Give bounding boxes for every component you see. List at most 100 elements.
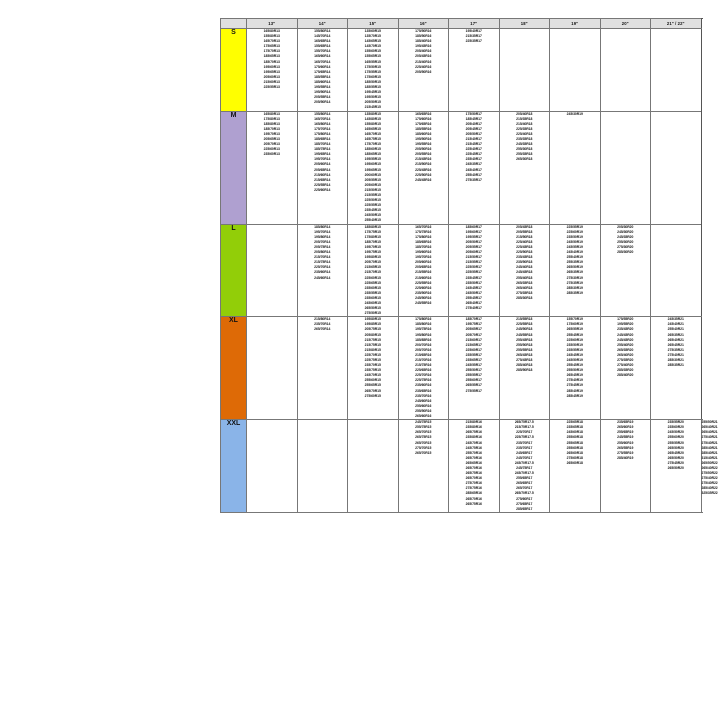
size-item: 215/55R15 xyxy=(364,193,381,197)
size-item: 205/70R14 xyxy=(314,239,331,244)
size-item: 235/65R19 xyxy=(617,420,634,425)
size-item: 245/40R21 xyxy=(667,322,684,327)
size-list: 215/80R14 235/70R14 265/70R14 xyxy=(298,317,348,332)
header-col-15: 15" xyxy=(347,18,399,29)
size-item: 175/50R17 xyxy=(465,111,482,116)
size-item: 145/80R15 xyxy=(364,116,381,121)
size-item: 205/65R16 xyxy=(415,265,432,270)
size-item: 255/30R18 xyxy=(516,147,533,152)
size-item: 275/35R18 xyxy=(516,290,533,295)
size-item: 255/60R20 xyxy=(667,435,684,440)
header-col-18: 18" xyxy=(498,18,550,29)
table-row: M 165/80R13 175/80R13 185/80R13 185/70R13 195… xyxy=(220,110,702,225)
size-item: 265/40R18 xyxy=(516,285,533,290)
size-item: 235/60R15 xyxy=(364,295,381,300)
size-list: 185/60R17 195/60R17 195/55R17 205/50R17 205/… xyxy=(449,225,499,312)
size-item: 215/75R17.5 xyxy=(514,425,534,430)
size-item: 195/50R16 xyxy=(415,136,432,141)
size-item: 265/70R15 xyxy=(415,450,432,455)
size-item: 175/80R16 xyxy=(415,234,432,239)
size-item: 235/50R17 xyxy=(465,280,482,285)
size-item: 205/45R17 xyxy=(465,126,482,131)
size-item: 255/50R18 xyxy=(516,342,533,347)
size-item: 235/45R15 xyxy=(364,208,381,213)
size-item: 275/60R18 xyxy=(566,455,583,460)
size-cell: 155/80R14 165/70R14 165/80R14 175/70R14 175/… xyxy=(296,110,348,225)
size-item: 285/30R20 xyxy=(617,250,634,255)
size-list: 195/80R15 195/85R15 205/75R15 205/80R15 215/… xyxy=(348,317,398,399)
size-item: 215/60R13 xyxy=(263,79,280,84)
size-item: 215/55R18 xyxy=(516,317,533,322)
size-item: 205/60R14 xyxy=(314,162,331,167)
size-item: 215/80R16 xyxy=(465,420,482,425)
size-item: 265/70R16 xyxy=(465,476,482,481)
size-item: 225/55R16 xyxy=(415,280,432,285)
size-item: 215/50R18 xyxy=(516,234,533,239)
size-item: 215/50R16 xyxy=(415,162,432,167)
size-item: 200/60R15 xyxy=(364,172,381,177)
size-item: 215/60R16 xyxy=(415,275,432,280)
size-item: 275/65R17 xyxy=(516,501,533,506)
size-item: 215/65R14 xyxy=(314,177,331,182)
size-item: 245/55R19 xyxy=(617,435,634,440)
size-item: 285/65R17 xyxy=(516,506,533,511)
size-item: 205/60R13 xyxy=(263,74,280,79)
size-item: 175/50R16 xyxy=(415,29,432,33)
size-item: 265/40R20 xyxy=(617,352,634,357)
size-list: 175/55R20 195/55R20 235/45R20 245/45R20 245/… xyxy=(601,317,651,378)
size-item: 215/75R15 xyxy=(364,337,381,342)
size-list: 245/75R15 255/75R15 265/70R15 265/75R15 265/… xyxy=(399,420,449,456)
size-list: 235/55R20 235/60R20 245/50R20 255/60R20 255/… xyxy=(651,420,701,471)
size-item: 275/55R19 xyxy=(617,450,634,455)
size-item: 175/80R14 xyxy=(314,131,331,136)
size-item: 285/40R18 xyxy=(516,363,533,368)
size-item: 285/50R18 xyxy=(516,368,533,373)
size-item: 205/60R17 xyxy=(465,250,482,255)
size-item: 265/55R19 xyxy=(566,327,583,332)
size-item: 245/45R18 xyxy=(516,270,533,275)
size-item: 225/60R14 xyxy=(314,187,331,192)
size-list: 225/55R19 225/60R19 235/50R19 245/50R19 245/… xyxy=(550,225,600,296)
table-row: L 185/80R14 195/70R14 195/80R14 205/70R14 205… xyxy=(220,223,702,318)
size-item: 285/45R19 xyxy=(566,393,583,398)
size-list: 165/65R16 175/60R16 175/65R16 185/55R16 185/… xyxy=(399,112,449,183)
size-item: 195/55R14 xyxy=(314,85,331,90)
size-item: 225/40R18 xyxy=(516,239,533,244)
size-item: 195/75R16 xyxy=(415,327,432,332)
size-item: 265/70R17 xyxy=(516,486,533,491)
size-item: 235/55R19 xyxy=(566,347,583,352)
size-item: 195/55R20 xyxy=(617,322,634,327)
size-item: 225/70R15 xyxy=(364,352,381,357)
size-item: 245/40R18 xyxy=(516,265,533,270)
size-item: 185/80R14 xyxy=(314,224,331,229)
size-item: 255/60R15 xyxy=(364,378,381,383)
size-item: 145/70R15 xyxy=(364,44,381,49)
size-item: 265/70R16 xyxy=(465,455,482,460)
size-item: 265/40R21 xyxy=(667,337,684,342)
size-item: 275/40R21 xyxy=(667,352,684,357)
size-item: 135/70R15 xyxy=(364,34,381,39)
size-item: 215/70R16 xyxy=(415,358,432,362)
size-item: 225/70R14 xyxy=(314,265,331,270)
size-item: 265/75R15 xyxy=(415,435,432,440)
size-item: 195/70R13 xyxy=(263,131,280,136)
size-item: 245/35R17 xyxy=(465,162,482,167)
size-item: 205/40R17 xyxy=(465,121,482,126)
size-list: 155/70R19 175/60R19 265/55R19 255/45R19 225/… xyxy=(550,317,600,399)
size-item: 175/60R14 xyxy=(314,64,331,69)
size-item: 255/50R19 xyxy=(566,368,583,373)
size-item: 165/55R15 xyxy=(364,59,381,64)
size-item: 205/65R17 xyxy=(465,327,482,332)
size-item: 205/50R14 xyxy=(314,100,331,105)
size-item: 215/70R15 xyxy=(364,270,381,275)
size-item: 265/50R15 xyxy=(364,306,381,311)
size-item: 265/60R19 xyxy=(617,425,634,430)
size-item: 255/65R17 xyxy=(516,476,533,481)
size-item: 205/50R15 xyxy=(364,100,381,105)
size-item: 265/70R15 xyxy=(415,440,432,445)
size-cell: 175/50R16 185/50R16 185/40R16 195/45R16 205/… xyxy=(397,28,449,112)
size-item: 185/70R15 xyxy=(364,239,381,244)
size-item: 225/50R16 xyxy=(415,172,432,177)
size-item: 205/70R13 xyxy=(263,142,280,147)
size-item: 205/70R16 xyxy=(415,347,432,352)
